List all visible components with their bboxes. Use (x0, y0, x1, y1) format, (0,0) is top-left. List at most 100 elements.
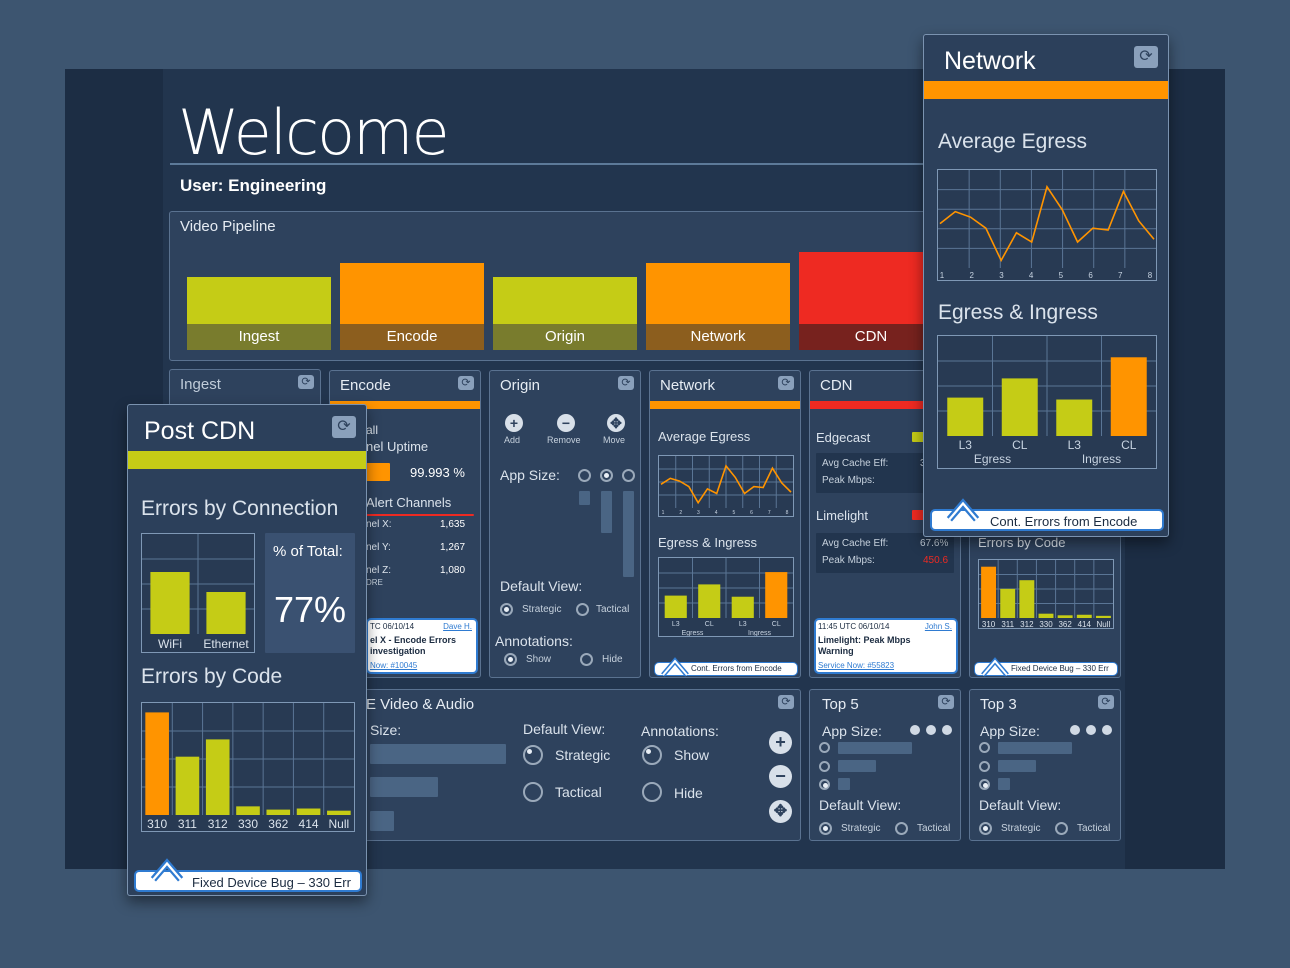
tactical-radio[interactable] (523, 782, 543, 802)
refresh-icon[interactable]: ⟳ (332, 416, 356, 438)
add-icon[interactable] (1070, 725, 1080, 735)
move-icon[interactable] (1102, 725, 1112, 735)
show-radio[interactable] (642, 745, 662, 765)
limelight-peak-value: 450.6 (923, 555, 949, 566)
bar (327, 810, 351, 815)
note-user[interactable]: John S. (924, 622, 952, 631)
size-label: Size: (370, 722, 402, 738)
refresh-icon[interactable]: ⟳ (458, 376, 474, 390)
hide-radio[interactable] (642, 782, 662, 802)
post-cdn-panel[interactable]: Post CDN ⟳ Errors by Connection WiFi Ethe… (127, 404, 367, 896)
refresh-icon[interactable]: ⟳ (298, 375, 314, 389)
pct-label: % of Total: (273, 543, 343, 560)
pct-box (265, 533, 355, 653)
bar-label: CL (1012, 438, 1028, 452)
move-icon[interactable]: ✥ (769, 800, 792, 823)
refresh-icon[interactable]: ⟳ (618, 376, 634, 390)
x-tick-label: 2 (969, 271, 974, 280)
network-callout[interactable]: Cont. Errors from Encode (930, 509, 1164, 531)
size-large-radio[interactable] (819, 742, 830, 753)
ingest-panel[interactable]: Ingest ⟳ (169, 369, 321, 409)
note-link[interactable]: Service Now: #55823 (818, 661, 895, 670)
origin-panel[interactable]: Origin ⟳ + − ✥ Add Remove Move App Size:… (489, 370, 641, 678)
post-cdn-callout[interactable]: Fixed Device Bug – 330 Err (134, 870, 362, 892)
size-bar-medium (998, 760, 1036, 772)
stage-footer (799, 324, 943, 350)
cdn-panel[interactable]: CDN Edgecast Avg Cache Eff: 3 Peak Mbps:… (809, 370, 961, 678)
strategic-radio[interactable] (500, 603, 513, 616)
size-small-radio[interactable] (578, 469, 591, 482)
avg-egress-label: Average Egress (938, 130, 1088, 153)
strategic-radio[interactable] (523, 745, 543, 765)
refresh-icon[interactable]: ⟳ (778, 376, 794, 390)
refresh-icon[interactable]: ⟳ (778, 695, 794, 709)
stage-footer (646, 324, 790, 350)
size-large-radio[interactable] (622, 469, 635, 482)
remove-icon[interactable]: − (557, 414, 575, 432)
egress-ingress-chart: L3 CL L3 CL Egress Ingress (658, 557, 794, 637)
strategic-radio[interactable] (979, 822, 992, 835)
remove-icon[interactable] (926, 725, 936, 735)
refresh-icon[interactable]: ⟳ (1134, 46, 1158, 68)
network-callout[interactable]: Cont. Errors from Encode (654, 662, 798, 676)
move-icon[interactable]: ✥ (607, 414, 625, 432)
network-panel[interactable]: Network ⟳ Average Egress 1 2 3 4 5 6 7 8 Egress… (649, 370, 801, 678)
tactical-radio[interactable] (576, 603, 589, 616)
tactical-radio[interactable] (1055, 822, 1068, 835)
chevron-up-icon[interactable] (946, 493, 980, 523)
add-icon[interactable]: + (505, 414, 523, 432)
size-medium-radio[interactable] (600, 469, 613, 482)
video-audio-panel[interactable]: E Video & Audio ⟳ Size: Default View: St… (329, 689, 801, 841)
top3-panel[interactable]: Top 3 ⟳ App Size: Default View: Strategi… (969, 689, 1121, 841)
errors-by-code-chart: 310 311 312 330 362 414 Null (141, 702, 355, 832)
post-cdn-small-panel[interactable]: Errors by Code 310 311 312 330 362 414 Null Fi… (969, 520, 1121, 678)
limelight-status (912, 510, 924, 520)
size-large-radio[interactable] (979, 742, 990, 753)
note-user[interactable]: Dave H. (443, 622, 472, 631)
add-icon[interactable] (910, 725, 920, 735)
bar-label: 362 (1058, 620, 1072, 628)
move-icon[interactable] (942, 725, 952, 735)
strategic-label: Strategic (1001, 823, 1041, 834)
size-small-radio[interactable] (819, 779, 830, 790)
hide-radio[interactable] (580, 653, 593, 666)
post-cdn-callout[interactable]: Fixed Device Bug – 330 Err (974, 662, 1118, 676)
pipeline-stage: CDN (799, 252, 943, 350)
size-medium-radio[interactable] (979, 761, 990, 772)
bar (296, 808, 321, 815)
errors-by-code-label: Errors by Code (978, 535, 1066, 550)
remove-icon[interactable] (1086, 725, 1096, 735)
size-small-radio[interactable] (979, 779, 990, 790)
chevron-up-icon[interactable] (660, 653, 690, 677)
hide-label: Hide (602, 654, 623, 665)
x-tick-label: 5 (1059, 271, 1064, 280)
tactical-radio[interactable] (895, 822, 908, 835)
refresh-icon[interactable]: ⟳ (938, 695, 954, 709)
default-view-label: Default View: (979, 797, 1062, 813)
size-bar-small (370, 811, 394, 831)
cdn-note[interactable]: 11:45 UTC 06/10/14 John S. Limelight: Pe… (814, 618, 958, 674)
note-link[interactable]: Now: #10045 (370, 661, 418, 670)
add-label: Add (504, 435, 521, 445)
add-icon[interactable]: + (769, 731, 792, 754)
remove-icon[interactable]: − (769, 765, 792, 788)
size-medium-radio[interactable] (819, 761, 830, 772)
chevron-up-icon[interactable] (150, 853, 184, 883)
chevron-up-icon[interactable] (980, 653, 1010, 677)
strategic-radio[interactable] (819, 822, 832, 835)
note-line2: investigation (370, 646, 426, 656)
bar-label: L3 (959, 438, 973, 452)
edgecast-cache-value: 3 (920, 458, 926, 469)
top5-panel[interactable]: Top 5 ⟳ App Size: Default View: Strategi… (809, 689, 961, 841)
encode-note[interactable]: TC 06/10/14 Dave H. el X - Encode Errors… (366, 618, 478, 674)
channel-name: nel Y: (366, 542, 391, 553)
network-floating-panel[interactable]: Network ⟳ Average Egress 1 2 3 4 5 6 7 8 Egress… (923, 34, 1169, 537)
errors-by-connection-label: Errors by Connection (141, 497, 339, 520)
video-audio-title: E Video & Audio (366, 696, 475, 713)
show-radio[interactable] (504, 653, 517, 666)
x-tick-label: 8 (786, 510, 789, 516)
size-bar-large (370, 744, 506, 764)
refresh-icon[interactable]: ⟳ (1098, 695, 1114, 709)
top5-title: Top 5 (822, 696, 859, 713)
egress-series-line (660, 464, 792, 505)
